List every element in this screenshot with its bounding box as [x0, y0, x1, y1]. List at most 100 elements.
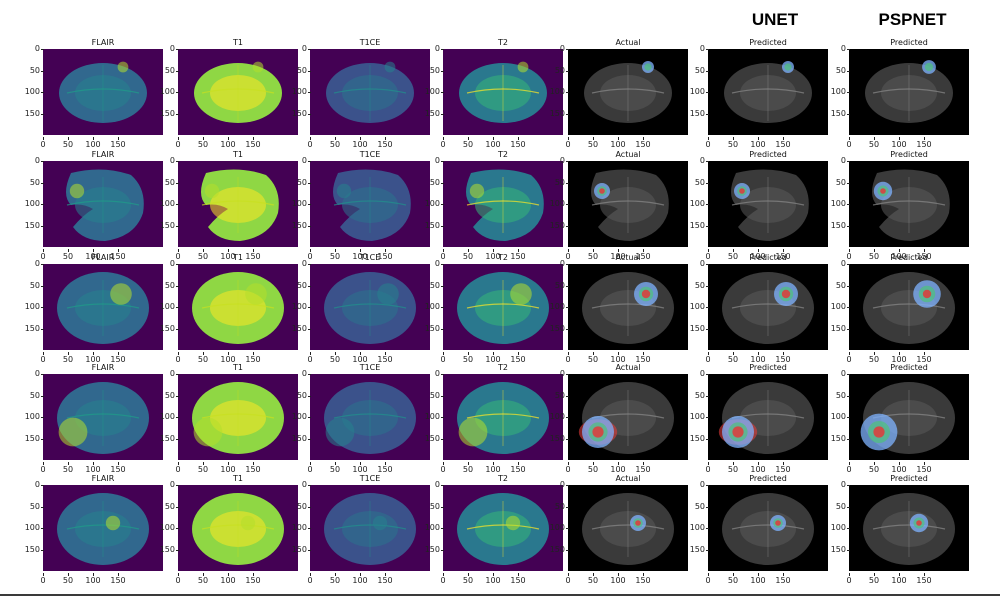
y-tick-label: 0 — [156, 260, 179, 268]
x-tick-label: 50 — [325, 352, 345, 364]
x-tick-label: 50 — [583, 249, 603, 261]
panel-r1-t1: T1 0 50 100 150 0 50 100 150 — [160, 38, 298, 149]
y-tick-label: 0 — [288, 481, 311, 489]
x-tick-label: 50 — [723, 352, 743, 364]
y-tick-label: 150 — [421, 109, 444, 118]
header-pspnet: PSPNET — [878, 10, 947, 29]
mri-slice-image — [178, 485, 298, 571]
x-tick-label: 0 — [300, 573, 320, 585]
panel-title: FLAIR — [91, 474, 115, 483]
x-tick-label: 0 — [168, 462, 188, 474]
x-tick-label: 0 — [300, 462, 320, 474]
x-tick-label: 0 — [698, 249, 718, 261]
y-tick-label: 150 — [827, 221, 850, 230]
x-tick-label: 0 — [33, 462, 53, 474]
y-tick-label: 100 — [421, 88, 444, 96]
y-tick-label: 150 — [21, 221, 44, 230]
y-tick-label: 50 — [421, 66, 444, 75]
y-tick-label: 50 — [21, 281, 44, 290]
panel-r5-t1: T1 0 50 100 150 0 50 100 150 — [160, 474, 298, 585]
x-tick-label: 0 — [33, 352, 53, 364]
x-tick-label: 50 — [583, 462, 603, 474]
y-tick-label: 100 — [156, 413, 179, 421]
panel-title: T1 — [233, 150, 243, 159]
panel-title: Actual — [615, 363, 641, 372]
mri-slice-image — [43, 264, 163, 350]
x-tick-label: 0 — [839, 573, 859, 585]
mri-slice-image — [43, 485, 163, 571]
x-tick-label: 0 — [839, 352, 859, 364]
y-tick-label: 150 — [421, 221, 444, 230]
panel-title: T1CE — [359, 253, 381, 262]
x-tick-label: 0 — [558, 573, 578, 585]
x-tick-label: 0 — [839, 462, 859, 474]
y-tick-label: 100 — [288, 88, 311, 96]
panel-title: T1CE — [359, 474, 381, 483]
x-tick-label: 100 — [608, 352, 628, 364]
y-tick-label: 50 — [21, 391, 44, 400]
x-tick-label: 150 — [633, 137, 653, 149]
y-tick-label: 0 — [686, 260, 709, 268]
y-tick-label: 50 — [156, 66, 179, 75]
y-tick-label: 0 — [546, 481, 569, 489]
y-tick-label: 150 — [156, 545, 179, 554]
segmentation-image — [849, 374, 969, 460]
x-tick-label: 150 — [243, 573, 263, 585]
y-tick-label: 100 — [827, 413, 850, 421]
y-tick-label: 50 — [156, 502, 179, 511]
x-tick-label: 150 — [508, 249, 528, 261]
x-tick-label: 100 — [889, 249, 909, 261]
x-tick-label: 100 — [483, 249, 503, 261]
mri-slice-image — [443, 161, 563, 247]
x-tick-label: 150 — [633, 249, 653, 261]
y-tick-label: 50 — [156, 178, 179, 187]
x-tick-label: 150 — [108, 137, 128, 149]
panel-r4-unet: Predicted 0 50 100 150 0 50 100 150 — [690, 363, 828, 474]
y-tick-label: 0 — [21, 260, 44, 268]
mri-slice-image — [43, 374, 163, 460]
mri-slice-image — [443, 49, 563, 135]
y-tick-label: 0 — [421, 370, 444, 378]
panel-r4-pspnet: Predicted 0 50 100 150 0 50 100 150 — [831, 363, 969, 474]
y-tick-label: 100 — [288, 524, 311, 532]
x-tick-label: 100 — [218, 462, 238, 474]
panel-r4-actual: Actual 0 50 100 150 0 50 100 150 — [550, 363, 688, 474]
y-tick-label: 0 — [21, 370, 44, 378]
panel-r1-unet: Predicted 0 50 100 150 0 50 100 150 — [690, 38, 828, 149]
segmentation-image — [849, 161, 969, 247]
x-tick-label: 50 — [325, 249, 345, 261]
panel-title: Actual — [615, 474, 641, 483]
panel-title: Predicted — [890, 150, 928, 159]
y-tick-label: 50 — [686, 391, 709, 400]
panel-title: Predicted — [890, 363, 928, 372]
x-tick-label: 100 — [608, 462, 628, 474]
mri-slice-image — [310, 485, 430, 571]
y-tick-label: 50 — [827, 281, 850, 290]
y-tick-label: 0 — [288, 370, 311, 378]
x-tick-label: 100 — [83, 462, 103, 474]
x-tick-label: 50 — [583, 137, 603, 149]
y-tick-label: 50 — [546, 178, 569, 187]
x-tick-label: 150 — [108, 352, 128, 364]
x-tick-label: 150 — [243, 137, 263, 149]
y-tick-label: 50 — [827, 502, 850, 511]
x-tick-label: 50 — [864, 249, 884, 261]
y-tick-label: 100 — [686, 303, 709, 311]
y-tick-label: 150 — [546, 221, 569, 230]
x-tick-label: 100 — [83, 573, 103, 585]
y-tick-label: 150 — [21, 109, 44, 118]
y-tick-label: 0 — [421, 481, 444, 489]
x-tick-label: 100 — [889, 137, 909, 149]
y-tick-label: 0 — [827, 157, 850, 165]
panel-r3-unet: Predicted 0 50 100 150 0 50 100 150 — [690, 253, 828, 364]
panel-title: Predicted — [749, 150, 787, 159]
x-tick-label: 150 — [914, 249, 934, 261]
panel-title: T1 — [233, 474, 243, 483]
x-tick-label: 100 — [218, 137, 238, 149]
x-tick-label: 50 — [723, 573, 743, 585]
x-tick-label: 150 — [375, 137, 395, 149]
panel-title: Predicted — [890, 474, 928, 483]
y-tick-label: 50 — [546, 391, 569, 400]
y-tick-label: 0 — [288, 260, 311, 268]
panel-title: T1CE — [359, 150, 381, 159]
